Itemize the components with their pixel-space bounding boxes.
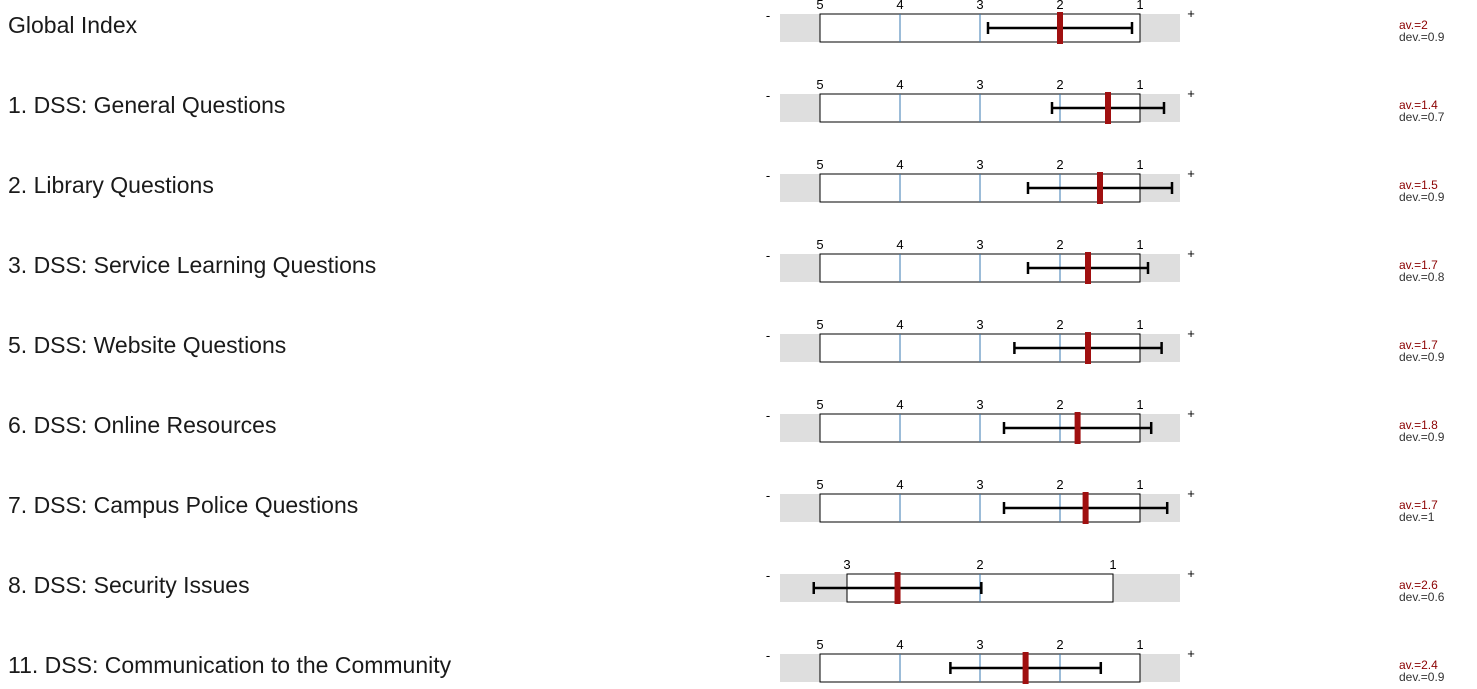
tick-label: 5 <box>816 477 823 492</box>
plus-sign-label: + <box>1187 86 1195 101</box>
deviation-value: dev.=0.9 <box>1399 430 1445 444</box>
tick-label: 4 <box>896 157 903 172</box>
row-label: 2. Library Questions <box>8 172 214 198</box>
plus-sign-label: + <box>1187 166 1195 181</box>
row-label: 11. DSS: Communication to the Community <box>8 652 452 678</box>
tick-label: 4 <box>896 77 903 92</box>
average-value: av.=1.5 <box>1399 178 1438 192</box>
tick-label: 4 <box>896 317 903 332</box>
plus-sign-label: + <box>1187 246 1195 261</box>
plus-sign-label: + <box>1187 566 1195 581</box>
tick-label: 1 <box>1136 477 1143 492</box>
tick-label: 3 <box>976 157 983 172</box>
minus-sign-label: - <box>766 8 770 23</box>
deviation-value: dev.=0.9 <box>1399 30 1445 44</box>
tick-label: 4 <box>896 477 903 492</box>
plus-sign-label: + <box>1187 406 1195 421</box>
tick-label: 2 <box>1056 317 1063 332</box>
tick-label: 5 <box>816 317 823 332</box>
minus-sign-label: - <box>766 168 770 183</box>
tick-label: 1 <box>1136 237 1143 252</box>
tick-label: 2 <box>1056 0 1063 12</box>
plus-sign-label: + <box>1187 486 1195 501</box>
tick-label: 2 <box>1056 397 1063 412</box>
tick-label: 4 <box>896 397 903 412</box>
tick-label: 1 <box>1109 557 1116 572</box>
minus-sign-label: - <box>766 88 770 103</box>
tick-label: 2 <box>1056 77 1063 92</box>
tick-label: 4 <box>896 237 903 252</box>
tick-label: 3 <box>976 0 983 12</box>
mean-marker <box>894 572 901 604</box>
deviation-value: dev.=0.9 <box>1399 350 1445 364</box>
tick-label: 3 <box>843 557 850 572</box>
average-value: av.=2.6 <box>1399 578 1438 592</box>
tick-label: 1 <box>1136 157 1143 172</box>
tick-label: 5 <box>816 0 823 12</box>
deviation-value: dev.=0.9 <box>1399 190 1445 204</box>
minus-sign-label: - <box>766 488 770 503</box>
average-value: av.=2.4 <box>1399 658 1438 672</box>
tick-label: 2 <box>976 557 983 572</box>
tick-label: 3 <box>976 237 983 252</box>
tick-label: 5 <box>816 77 823 92</box>
mean-marker <box>1074 412 1081 444</box>
tick-label: 4 <box>896 637 903 652</box>
mean-marker <box>1085 252 1091 284</box>
row-label: 6. DSS: Online Resources <box>8 412 276 438</box>
minus-sign-label: - <box>766 568 770 583</box>
tick-label: 1 <box>1136 637 1143 652</box>
tick-label: 3 <box>976 77 983 92</box>
minus-sign-label: - <box>766 408 770 423</box>
row-label: 5. DSS: Website Questions <box>8 332 286 358</box>
deviation-value: dev.=1 <box>1399 510 1435 524</box>
average-value: av.=2 <box>1399 18 1428 32</box>
mean-marker <box>1097 172 1103 204</box>
minus-sign-label: - <box>766 328 770 343</box>
tick-label: 5 <box>816 237 823 252</box>
plus-sign-label: + <box>1187 326 1195 341</box>
tick-label: 5 <box>816 157 823 172</box>
average-value: av.=1.7 <box>1399 338 1438 352</box>
tick-label: 1 <box>1136 317 1143 332</box>
tick-label: 1 <box>1136 77 1143 92</box>
deviation-value: dev.=0.8 <box>1399 270 1445 284</box>
mean-marker <box>1105 92 1111 124</box>
row-label: 3. DSS: Service Learning Questions <box>8 252 376 278</box>
tick-label: 5 <box>816 637 823 652</box>
tick-label: 2 <box>1056 637 1063 652</box>
average-value: av.=1.7 <box>1399 258 1438 272</box>
tick-label: 2 <box>1056 157 1063 172</box>
tick-label: 2 <box>1056 237 1063 252</box>
tick-label: 4 <box>896 0 903 12</box>
tick-label: 5 <box>816 397 823 412</box>
plus-sign-label: + <box>1187 6 1195 21</box>
tick-label: 1 <box>1136 0 1143 12</box>
deviation-value: dev.=0.6 <box>1399 590 1445 604</box>
mean-marker <box>1082 492 1089 524</box>
row-label: 1. DSS: General Questions <box>8 92 285 118</box>
row-label: 8. DSS: Security Issues <box>8 572 250 598</box>
tick-label: 3 <box>976 637 983 652</box>
average-value: av.=1.7 <box>1399 498 1438 512</box>
tick-label: 1 <box>1136 397 1143 412</box>
mean-marker <box>1057 12 1063 44</box>
plus-sign-label: + <box>1187 646 1195 661</box>
tick-label: 2 <box>1056 477 1063 492</box>
average-value: av.=1.8 <box>1399 418 1438 432</box>
row-label: 7. DSS: Campus Police Questions <box>8 492 358 518</box>
average-value: av.=1.4 <box>1399 98 1438 112</box>
tick-label: 3 <box>976 477 983 492</box>
deviation-value: dev.=0.7 <box>1399 110 1445 124</box>
row-label: Global Index <box>8 12 138 38</box>
minus-sign-label: - <box>766 648 770 663</box>
deviation-value: dev.=0.9 <box>1399 670 1445 684</box>
tick-label: 3 <box>976 317 983 332</box>
tick-label: 3 <box>976 397 983 412</box>
minus-sign-label: - <box>766 248 770 263</box>
mean-marker <box>1085 332 1091 364</box>
mean-marker <box>1022 652 1029 684</box>
